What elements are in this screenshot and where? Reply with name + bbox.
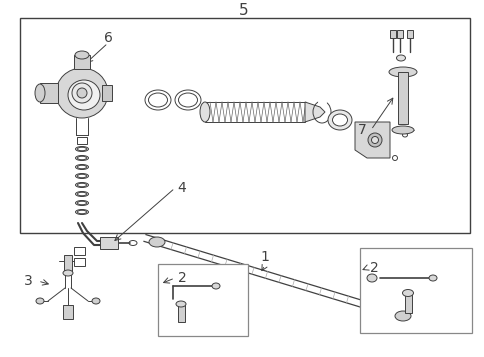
Ellipse shape <box>76 156 88 161</box>
Ellipse shape <box>63 270 73 276</box>
Polygon shape <box>304 102 324 122</box>
Ellipse shape <box>199 102 210 122</box>
Text: 2: 2 <box>177 271 186 285</box>
Bar <box>63 305 73 319</box>
Bar <box>102 85 112 101</box>
Bar <box>389 30 395 38</box>
Ellipse shape <box>176 301 186 307</box>
Ellipse shape <box>76 165 88 170</box>
Bar <box>404 293 411 313</box>
Ellipse shape <box>332 114 347 126</box>
Ellipse shape <box>77 183 86 187</box>
Ellipse shape <box>77 88 87 98</box>
Text: 2: 2 <box>369 261 378 275</box>
Ellipse shape <box>77 201 86 205</box>
Bar <box>406 30 412 38</box>
Ellipse shape <box>76 146 88 151</box>
Ellipse shape <box>327 110 351 130</box>
Ellipse shape <box>68 80 100 110</box>
Ellipse shape <box>35 84 45 102</box>
Ellipse shape <box>371 136 378 144</box>
Ellipse shape <box>76 174 88 178</box>
Bar <box>100 237 118 249</box>
Text: 3: 3 <box>24 274 32 288</box>
Ellipse shape <box>367 133 381 147</box>
Polygon shape <box>354 122 389 158</box>
Ellipse shape <box>428 275 436 281</box>
Ellipse shape <box>77 192 86 196</box>
Ellipse shape <box>396 55 405 61</box>
Ellipse shape <box>76 191 88 196</box>
Text: 7: 7 <box>357 123 365 137</box>
Bar <box>40 83 58 103</box>
Text: 6: 6 <box>104 31 112 45</box>
Ellipse shape <box>77 156 86 160</box>
Ellipse shape <box>212 283 220 289</box>
Bar <box>74 258 85 266</box>
Bar <box>178 304 184 322</box>
Text: 1: 1 <box>260 250 269 264</box>
Ellipse shape <box>92 298 100 304</box>
Text: 4: 4 <box>177 181 186 195</box>
Ellipse shape <box>36 298 44 304</box>
Ellipse shape <box>75 51 89 59</box>
Ellipse shape <box>394 311 410 321</box>
Bar <box>74 55 90 69</box>
Bar <box>397 72 407 124</box>
Ellipse shape <box>77 165 86 169</box>
Ellipse shape <box>72 83 92 103</box>
Bar <box>77 137 87 144</box>
Ellipse shape <box>388 67 416 77</box>
Text: 5: 5 <box>239 2 248 17</box>
Ellipse shape <box>391 126 413 134</box>
Bar <box>20 18 469 233</box>
Ellipse shape <box>149 237 165 247</box>
Bar <box>158 264 247 336</box>
Ellipse shape <box>402 290 413 297</box>
Ellipse shape <box>56 68 108 118</box>
Bar <box>396 30 402 38</box>
Bar <box>359 248 471 333</box>
Ellipse shape <box>77 174 86 178</box>
Ellipse shape <box>77 210 86 214</box>
Bar <box>64 255 72 273</box>
Ellipse shape <box>77 147 86 151</box>
Ellipse shape <box>76 201 88 206</box>
Ellipse shape <box>76 182 88 187</box>
Ellipse shape <box>76 210 88 215</box>
Ellipse shape <box>366 274 376 282</box>
Bar <box>74 247 85 255</box>
